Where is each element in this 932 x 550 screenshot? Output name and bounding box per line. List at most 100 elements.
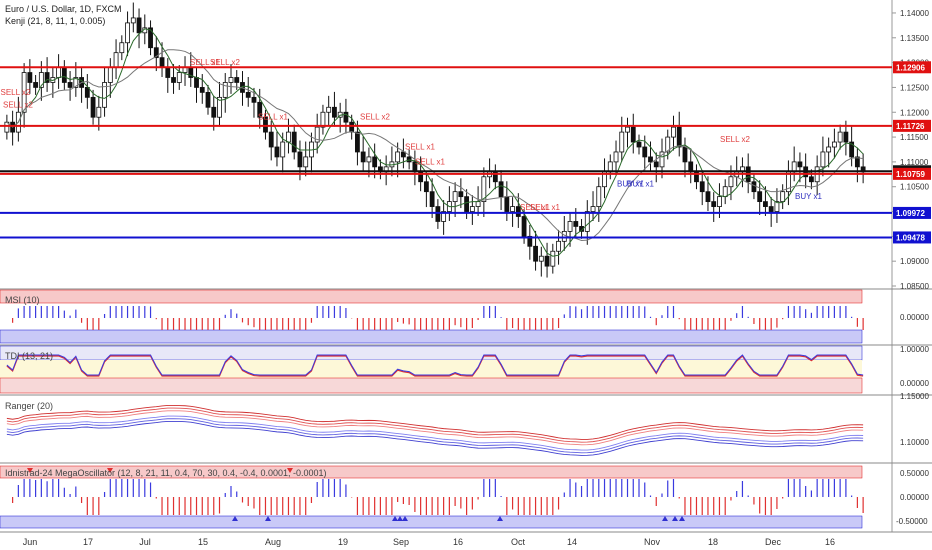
candle-body (251, 96, 257, 103)
candle-body (826, 146, 832, 153)
sell-arrow-icon (287, 468, 293, 473)
candle-body (498, 181, 504, 198)
candle-body (705, 191, 711, 203)
ranger-band (6, 415, 864, 451)
candle-body (768, 206, 774, 212)
signal-label: SELL x1 (415, 157, 445, 166)
tdi-upper-zone (0, 345, 863, 361)
time-tick-label: Oct (511, 537, 526, 547)
candle-body (84, 87, 90, 98)
candle-body (263, 116, 268, 133)
signal-label: SELL x1 (258, 113, 288, 122)
candle-body (556, 240, 561, 252)
candle-body (372, 156, 378, 168)
level-price-tag (893, 119, 931, 132)
candle-body (441, 211, 447, 222)
candle-body (596, 186, 602, 207)
candle-body (533, 245, 538, 262)
time-tick-label: 14 (567, 537, 577, 547)
candle-body (648, 156, 653, 163)
buy-arrow-icon (265, 516, 271, 521)
candle-body (831, 141, 837, 148)
signal-label: BUY x1 (617, 180, 645, 189)
candle-body (699, 181, 705, 193)
signal-label: BUY x1 (627, 180, 655, 189)
buy-arrow-icon (679, 516, 685, 521)
candle-body (228, 77, 234, 83)
candle-body (107, 67, 113, 83)
candle-body (366, 156, 372, 163)
buy-arrow-icon (392, 516, 398, 521)
candle-body (320, 111, 326, 128)
tdi-mid-zone (0, 360, 862, 378)
tdi-lower-zone (0, 377, 863, 394)
candle-body (544, 255, 550, 267)
candle-body (326, 106, 332, 113)
buy-arrow-icon (402, 516, 408, 521)
signal-label: SELL x1 (530, 203, 560, 212)
candle-body (297, 151, 303, 168)
candle-body (619, 131, 625, 153)
msi-pane-label[interactable]: MSI (10) (5, 295, 40, 305)
candle-body (130, 17, 136, 24)
candle-body (711, 201, 717, 207)
buy-arrow-icon (397, 516, 403, 521)
candle-body (820, 151, 826, 168)
price-tick-label: 1.12000 (900, 108, 929, 117)
mega-oversold-zone (0, 515, 863, 529)
signal-label: SELL x1 (520, 203, 550, 212)
time-tick-label: 19 (338, 537, 348, 547)
symbol-title[interactable]: Euro / U.S. Dollar, 1D, FXCM (5, 4, 122, 14)
candle-body (274, 146, 280, 158)
buy-arrow-icon (662, 516, 668, 521)
candle-body (613, 151, 619, 163)
signal-label: SELL x2 (360, 113, 390, 122)
candle-body (102, 82, 107, 108)
candle-body (27, 72, 33, 83)
signal-label: SELL x2 (720, 135, 750, 144)
signal-label: SELL x1 (190, 58, 220, 67)
candle-body (171, 77, 176, 83)
indicator-legend[interactable]: Kenji (21, 8, 11, 1, 0.005) (5, 16, 106, 26)
sell-arrow-icon (107, 468, 113, 473)
candle-body (843, 131, 849, 143)
tdi-pane-label[interactable]: TDI (13, 21) (5, 351, 54, 361)
ranger-pane-label[interactable]: Ranger (20) (5, 401, 54, 411)
candle-body (510, 206, 515, 212)
candle-body (849, 141, 855, 158)
candle-body (481, 176, 487, 203)
slow-ma-line (6, 49, 864, 242)
candle-body (653, 161, 659, 168)
candle-body (717, 196, 722, 207)
megaoscillator-pane-label[interactable]: Idnistrad-24 MegaOscillator (12, 8, 21, … (5, 468, 327, 478)
candle-body (268, 131, 274, 148)
candle-body (360, 151, 366, 163)
mega-tick-label: -0.50000 (896, 517, 928, 526)
candle-body (521, 216, 527, 237)
candle-body (722, 186, 728, 198)
candle-body (159, 57, 165, 68)
ranger-tick-label: 1.15000 (900, 392, 929, 401)
candle-body (837, 131, 843, 143)
candle-body (774, 201, 780, 212)
level-price-tag (893, 231, 931, 244)
candle-body (452, 191, 458, 203)
time-tick-label: 17 (83, 537, 93, 547)
mega-tick-label: 0.50000 (900, 469, 929, 478)
msi-overbought-zone (0, 289, 863, 304)
candle-body (435, 206, 441, 222)
price-tick-label: 1.14000 (900, 9, 929, 18)
ranger-band (6, 420, 864, 456)
candle-body (808, 176, 814, 183)
candle-body (763, 201, 768, 207)
candle-body (458, 191, 464, 198)
time-tick-label: 15 (198, 537, 208, 547)
time-tick-label: Aug (265, 537, 281, 547)
candle-body (590, 206, 596, 212)
level-price-tag (893, 61, 931, 74)
candle-body (751, 181, 757, 193)
candle-body (303, 156, 309, 168)
price-tick-label: 1.09000 (900, 257, 929, 266)
candle-body (136, 17, 142, 34)
